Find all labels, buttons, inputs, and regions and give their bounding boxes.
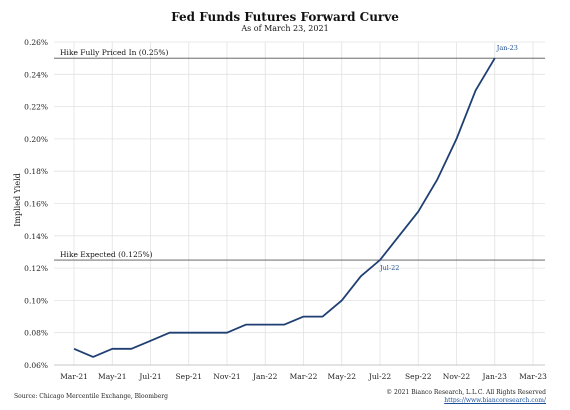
y-axis: 0.06% 0.08% 0.10% 0.12% 0.14% 0.16% 0.18% 0.20%… — [24, 38, 48, 370]
x-tick-label: Jan-23 — [482, 372, 508, 381]
chart-subtitle: As of March 23, 2021 — [241, 24, 329, 33]
x-tick-label: Mar-21 — [60, 372, 88, 381]
y-tick-label: 0.06% — [24, 361, 48, 370]
source-note: Source: Chicago Mercentile Exchange, Blo… — [14, 393, 168, 400]
x-tick-label: May-21 — [98, 372, 126, 381]
y-tick-label: 0.24% — [24, 70, 48, 79]
y-tick-label: 0.26% — [24, 38, 48, 47]
x-tick-label: Jul-22 — [368, 372, 392, 381]
y-tick-label: 0.14% — [24, 232, 48, 241]
x-tick-label: Jul-21 — [138, 372, 161, 381]
series — [73, 57, 496, 358]
series-line — [73, 57, 496, 358]
chart-title: Fed Funds Futures Forward Curve — [171, 10, 399, 24]
y-tick-label: 0.18% — [24, 167, 48, 176]
y-tick-label: 0.20% — [24, 135, 48, 144]
x-tick-label: Sep-21 — [176, 372, 202, 381]
reference-lines: Hike Fully Priced In (0.25%) Hike Expecte… — [54, 48, 545, 261]
x-tick-label: Mar-22 — [290, 372, 318, 381]
x-tick-label: Mar-23 — [519, 372, 547, 381]
y-axis-label: Implied Yield — [13, 173, 22, 227]
y-tick-label: 0.12% — [24, 264, 48, 273]
annotations: Jan-23 Jul-22 — [379, 44, 518, 272]
x-tick-label: Nov-21 — [213, 372, 240, 381]
y-tick-label: 0.10% — [24, 296, 48, 305]
annotation-label: Jul-22 — [379, 264, 399, 272]
copyright: © 2021 Bianco Research, L.L.C. All Right… — [386, 389, 546, 405]
reference-line-label: Hike Fully Priced In (0.25%) — [60, 48, 169, 57]
x-tick-label: Sep-22 — [405, 372, 432, 381]
y-tick-label: 0.22% — [24, 103, 48, 112]
website-link[interactable]: https://www.biancoresearch.com/ — [444, 397, 546, 404]
copyright-text: © 2021 Bianco Research, L.L.C. All Right… — [386, 389, 546, 396]
grid — [54, 41, 545, 366]
x-axis: Mar-21 May-21 Jul-21 Sep-21 Nov-21 Jan-22 Mar-… — [60, 372, 547, 381]
reference-line-label: Hike Expected (0.125%) — [60, 250, 153, 259]
x-tick-label: May-22 — [328, 372, 357, 381]
y-tick-label: 0.08% — [24, 329, 48, 338]
annotation-label: Jan-23 — [496, 44, 518, 52]
x-tick-label: Jan-22 — [252, 372, 278, 381]
x-tick-label: Nov-22 — [443, 372, 471, 381]
y-tick-label: 0.16% — [24, 200, 48, 209]
